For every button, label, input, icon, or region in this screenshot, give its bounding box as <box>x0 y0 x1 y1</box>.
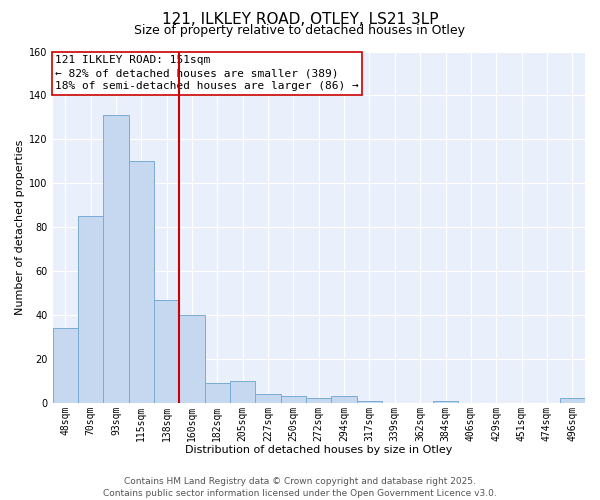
Bar <box>154 300 179 403</box>
Bar <box>78 216 103 403</box>
X-axis label: Distribution of detached houses by size in Otley: Distribution of detached houses by size … <box>185 445 452 455</box>
Bar <box>179 315 205 403</box>
Text: Contains HM Land Registry data © Crown copyright and database right 2025.
Contai: Contains HM Land Registry data © Crown c… <box>103 476 497 498</box>
Bar <box>205 383 230 403</box>
Bar <box>331 396 357 403</box>
Text: 121, ILKLEY ROAD, OTLEY, LS21 3LP: 121, ILKLEY ROAD, OTLEY, LS21 3LP <box>162 12 438 28</box>
Text: Size of property relative to detached houses in Otley: Size of property relative to detached ho… <box>134 24 466 37</box>
Bar <box>433 400 458 403</box>
Bar <box>306 398 331 403</box>
Bar <box>230 381 256 403</box>
Bar <box>560 398 585 403</box>
Bar <box>103 115 128 403</box>
Bar <box>256 394 281 403</box>
Text: 121 ILKLEY ROAD: 151sqm
← 82% of detached houses are smaller (389)
18% of semi-d: 121 ILKLEY ROAD: 151sqm ← 82% of detache… <box>55 55 359 92</box>
Bar <box>53 328 78 403</box>
Bar <box>281 396 306 403</box>
Bar <box>357 400 382 403</box>
Y-axis label: Number of detached properties: Number of detached properties <box>15 140 25 315</box>
Bar <box>128 162 154 403</box>
